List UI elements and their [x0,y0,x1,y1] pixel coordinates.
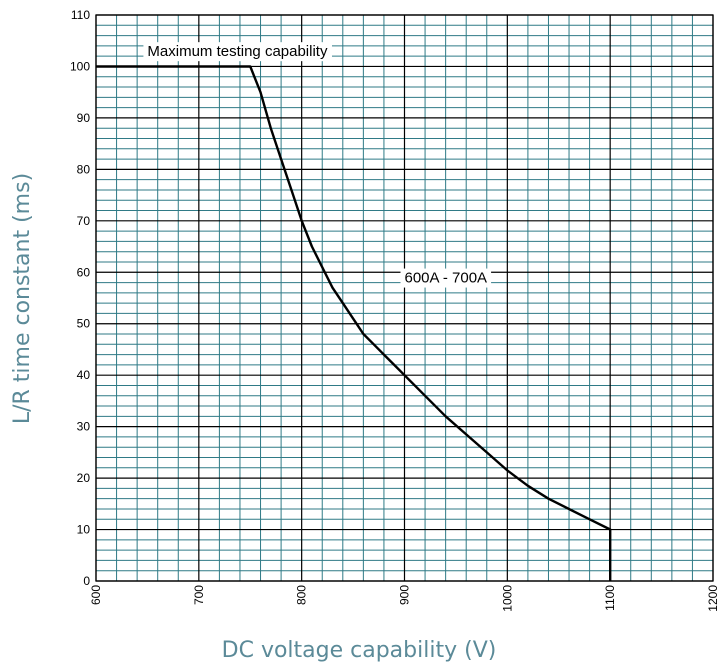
y-tick-labels: 0 10 20 30 40 50 60 70 80 90 100 110 [70,8,90,588]
annotation: Maximum testing capability [143,42,332,62]
annotation-label: 600A - 700A [405,270,488,287]
y-tick-label: 40 [77,368,91,382]
x-tick-labels: 600 700 800 900 1000 1100 1200 [89,585,718,612]
x-tick-label: 1100 [603,585,617,611]
y-tick-label: 80 [77,162,91,176]
y-tick-label: 0 [83,574,90,588]
annotation: 600A - 700A [400,268,492,288]
y-tick-label: 110 [71,8,90,22]
major-grid [95,14,714,582]
y-tick-label: 60 [77,265,91,279]
y-tick-label: 70 [77,214,91,228]
y-tick-label: 100 [70,59,90,73]
annotation-layer: Maximum testing capability 600A - 700A [143,42,492,288]
plot-frame [95,14,714,582]
y-tick-label: 10 [77,523,91,537]
annotation-label: Maximum testing capability [147,43,328,60]
x-tick-label: 1200 [706,585,718,612]
x-tick-label: 800 [295,585,309,605]
y-tick-label: 50 [77,317,91,331]
y-tick-label: 30 [77,420,91,434]
series-layer [96,65,612,581]
x-tick-label: 600 [89,585,103,605]
x-tick-label: 1000 [500,585,514,612]
series-line [96,65,612,581]
x-tick-label: 700 [192,585,206,605]
x-axis-title: DC voltage capability (V) [221,638,497,663]
y-axis-title: L/R time constant (ms) [9,172,35,424]
x-tick-label: 900 [398,585,412,605]
y-tick-label: 90 [77,111,91,125]
y-tick-label: 20 [77,471,91,485]
annotation-bg [400,268,492,288]
annotation-bg [143,42,332,62]
